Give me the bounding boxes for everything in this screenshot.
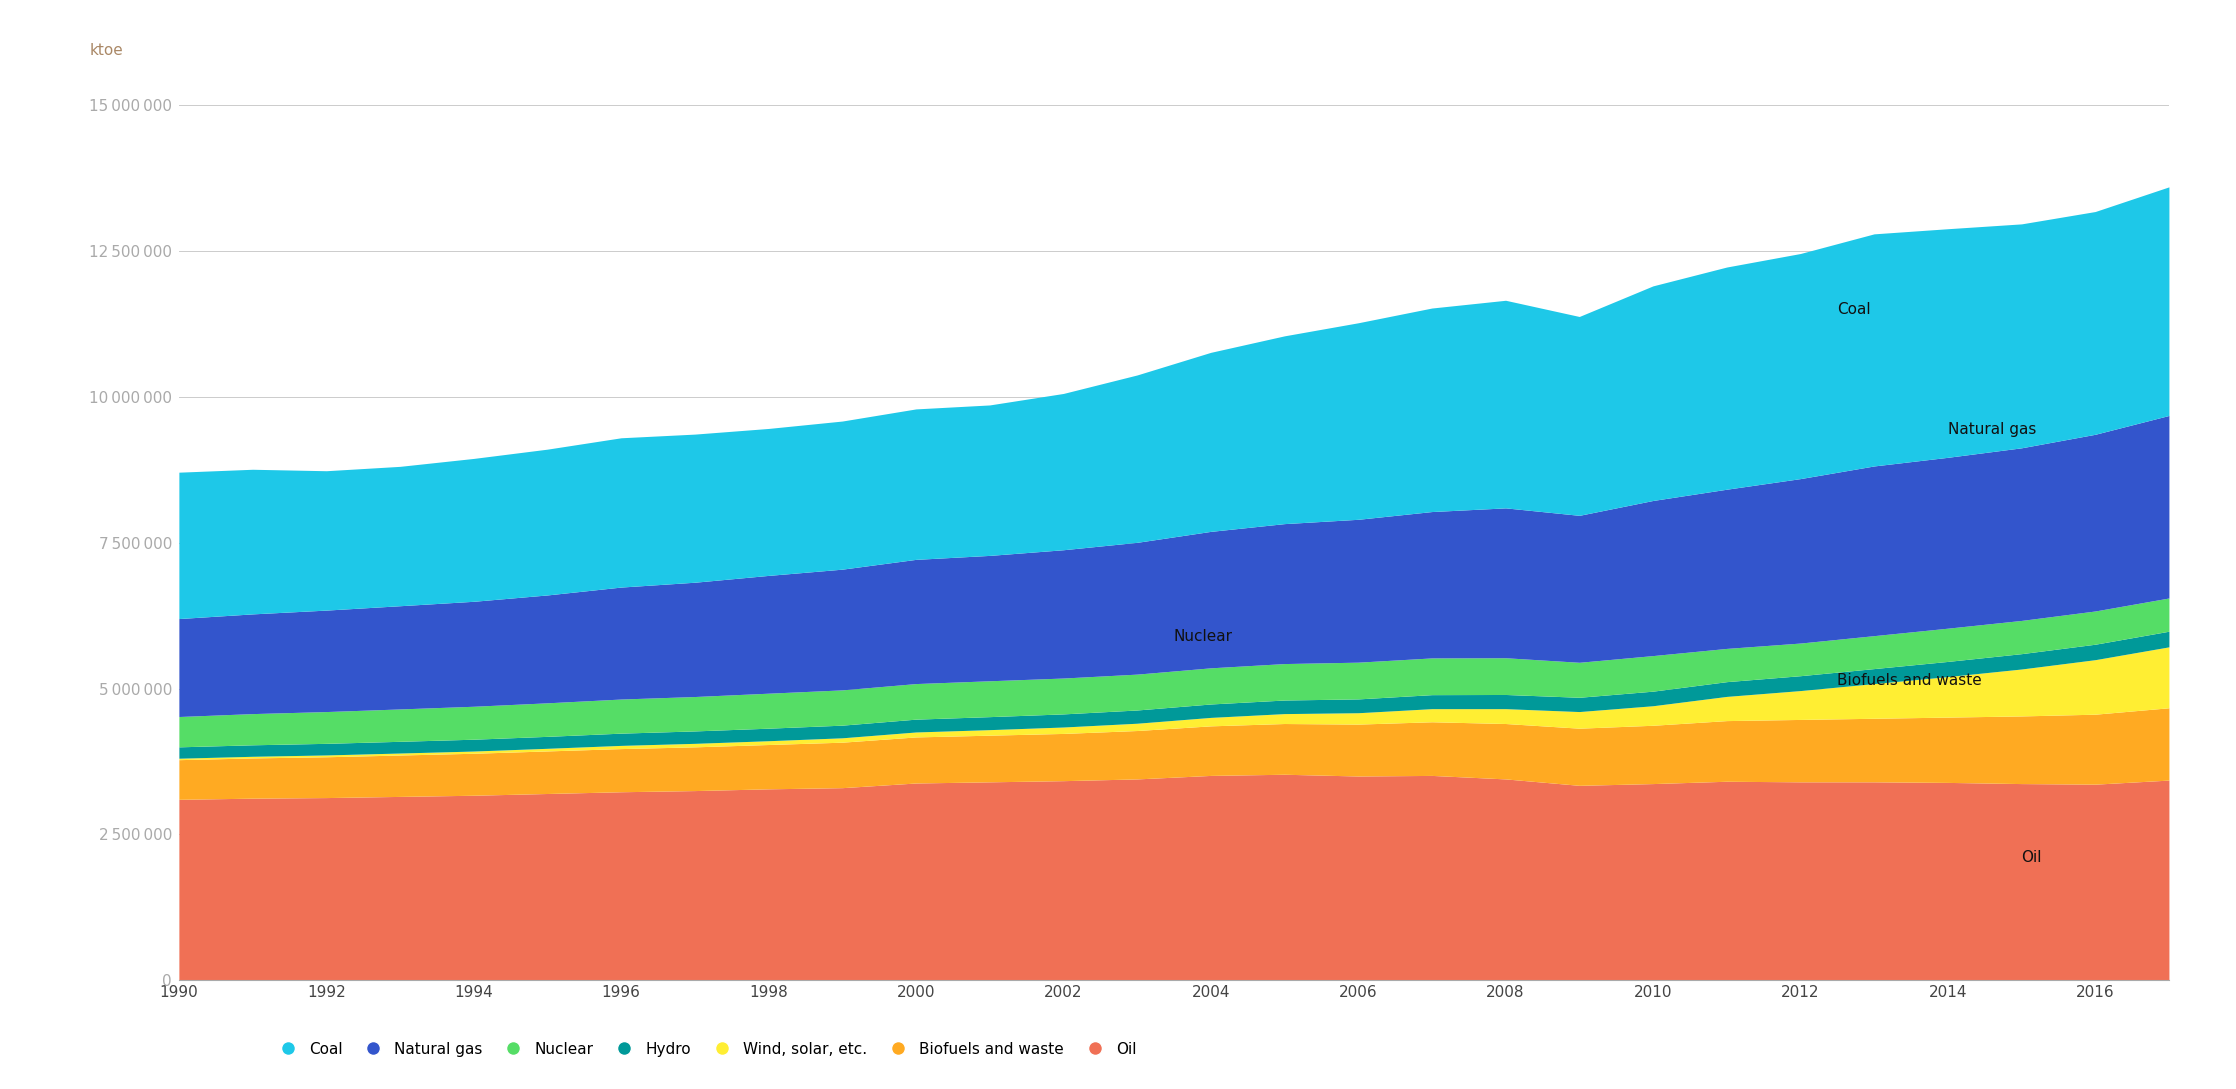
Text: Oil: Oil	[2021, 851, 2041, 865]
Text: Biofuels and waste: Biofuels and waste	[1838, 673, 1981, 688]
Text: Natural gas: Natural gas	[1948, 421, 2037, 437]
Text: Coal: Coal	[1838, 302, 1872, 317]
Text: ktoe: ktoe	[89, 44, 123, 58]
Legend: Coal, Natural gas, Nuclear, Hydro, Wind, solar, etc., Biofuels and waste, Oil: Coal, Natural gas, Nuclear, Hydro, Wind,…	[266, 1036, 1143, 1063]
Text: Nuclear: Nuclear	[1174, 628, 1232, 644]
